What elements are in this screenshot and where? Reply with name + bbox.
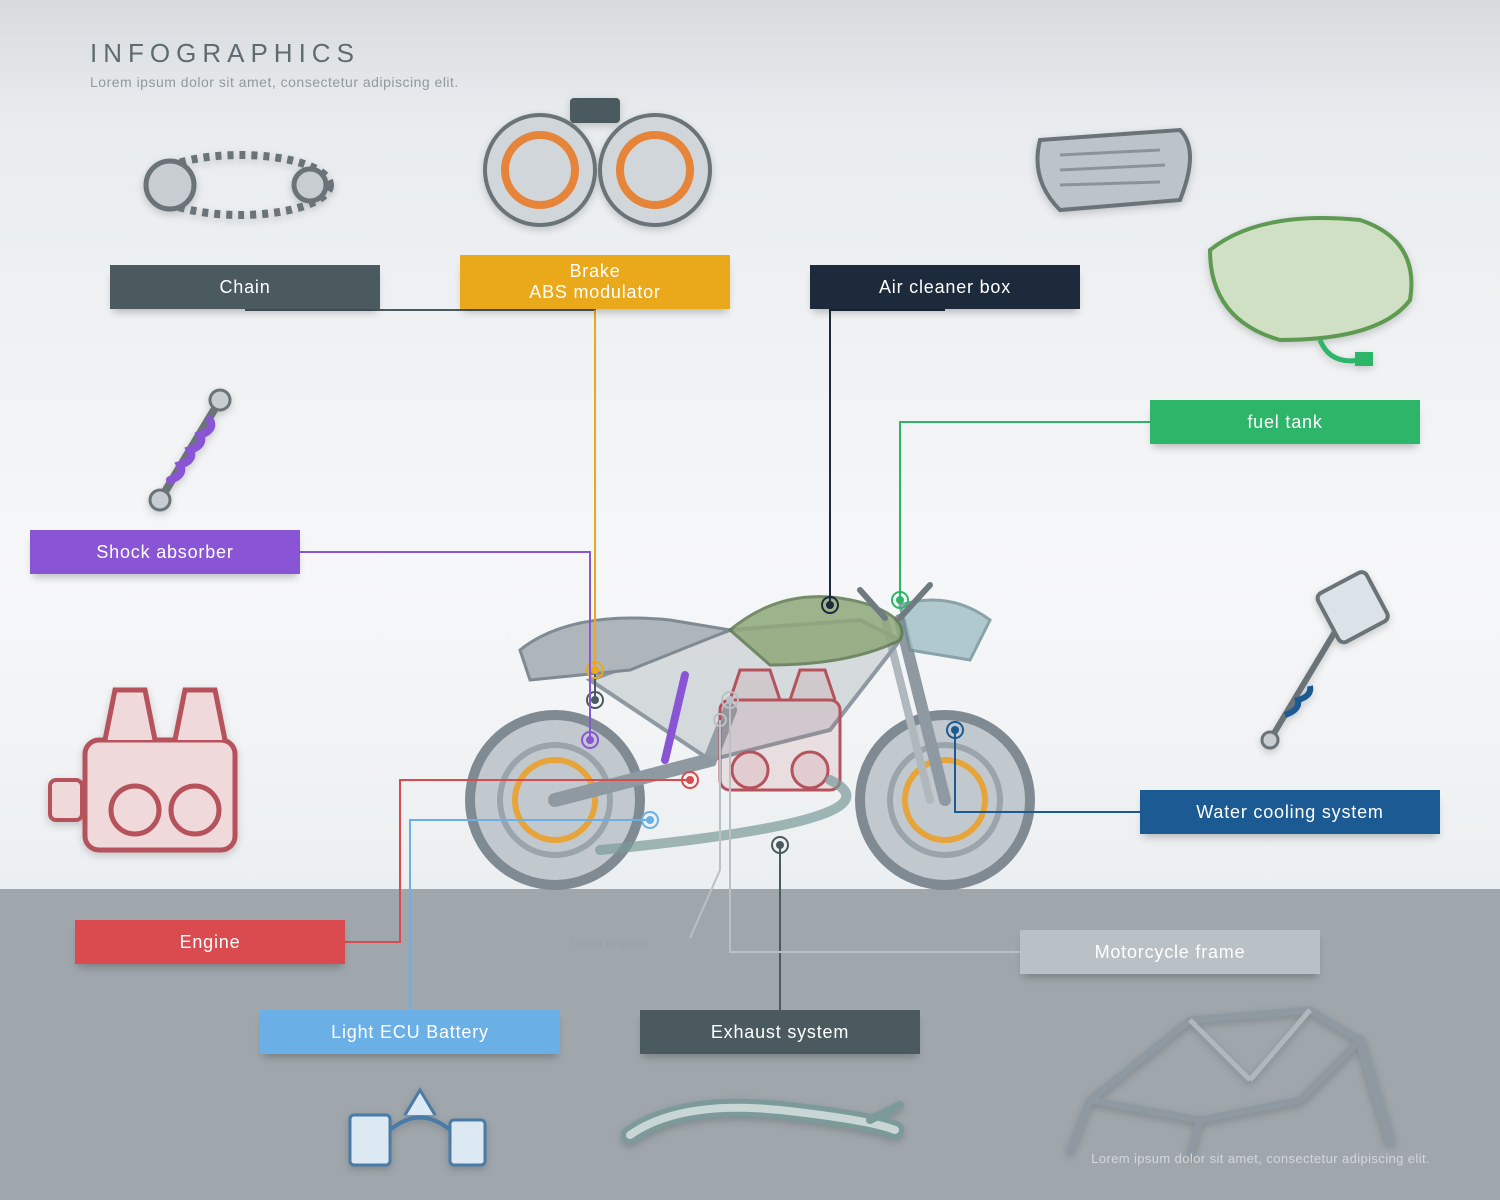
brake-icon: [470, 90, 730, 240]
label-engine: Engine: [75, 920, 345, 964]
footer-text: Lorem ipsum dolor sit amet, consectetur …: [1091, 1151, 1430, 1166]
page-subtitle: Lorem ipsum dolor sit amet, consectetur …: [90, 74, 459, 90]
label-fuel: fuel tank: [1150, 400, 1420, 444]
motorcycle-illustration: [430, 500, 1070, 890]
label-frame: Motorcycle frame: [1020, 930, 1320, 974]
exhaust-icon: [600, 1075, 920, 1175]
fueltank-icon: [1180, 190, 1440, 380]
shock-icon: [130, 380, 250, 520]
frame-icon: [1050, 980, 1420, 1170]
label-chain: Chain: [110, 265, 380, 309]
ecu-icon: [330, 1075, 530, 1175]
label-water: Water cooling system: [1140, 790, 1440, 834]
infographic-stage: INFOGRAPHICS Lorem ipsum dolor sit amet,…: [0, 0, 1500, 1200]
page-title: INFOGRAPHICS: [90, 38, 360, 69]
cooling-icon: [1230, 560, 1410, 770]
label-exhaust: Exhaust system: [640, 1010, 920, 1054]
label-light: Light ECU Battery: [260, 1010, 560, 1054]
chain-icon: [130, 120, 350, 250]
label-shock: Shock absorber: [30, 530, 300, 574]
label-air: Air cleaner box: [810, 265, 1080, 309]
engine-icon: [35, 640, 275, 880]
center-of-gravity-annot: Center of gravity: [570, 938, 651, 950]
label-brake: Brake ABS modulator: [460, 255, 730, 309]
